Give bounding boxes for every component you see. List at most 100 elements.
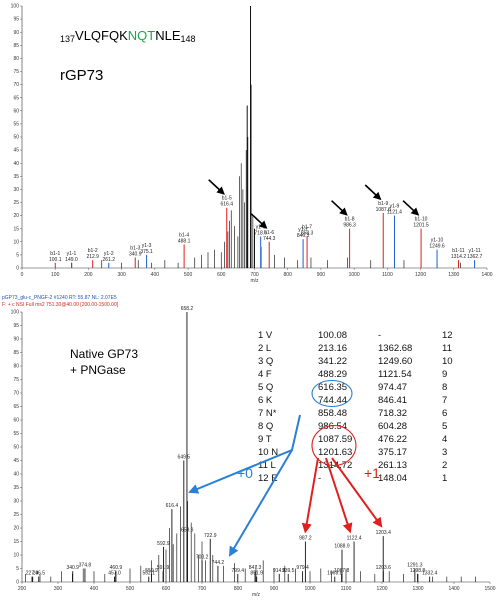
bottom-sample-label-2: + PNGase xyxy=(70,363,126,377)
bottom-y-tick-label: 0 xyxy=(16,580,19,586)
top-x-tick-label: 1300 xyxy=(448,272,459,278)
top-y-tick-label: 5 xyxy=(16,253,19,259)
top-peak-mz-label: 718.6 xyxy=(254,231,267,237)
top-ion-name-label: b1-4 xyxy=(179,232,189,238)
bottom-y-tick-label: 70 xyxy=(13,391,19,397)
top-x-tick-label: 100 xyxy=(51,272,60,278)
top-x-tick-label: 300 xyxy=(117,272,126,278)
fragment-table-cell: 9 T xyxy=(258,434,272,445)
top-ion-name-label: y1-9 xyxy=(390,204,400,210)
bottom-x-tick-label: 1300 xyxy=(412,586,423,592)
fragment-table-cell: 974.47 xyxy=(378,382,407,393)
top-peak-mz-label: 1201.5 xyxy=(413,223,429,229)
bottom-y-tick-label: 95 xyxy=(13,323,19,329)
top-y-tick-label: 0 xyxy=(16,266,19,272)
top-highlight-arrow xyxy=(250,213,268,229)
bottom-peak-mz-label: 722.9 xyxy=(204,533,217,539)
bottom-y-tick-label: 60 xyxy=(13,418,19,424)
top-x-tick-label: 900 xyxy=(317,272,326,278)
top-x-tick-label: 1100 xyxy=(382,272,393,278)
fragment-table-cell: 616.35 xyxy=(318,382,347,393)
bottom-peak-mz-label: 227.9 xyxy=(26,571,39,577)
fragment-table-cell: - xyxy=(378,330,381,341)
bottom-peak-mz-label: 979.4 xyxy=(296,565,309,571)
top-peak-mz-label: 1087.6 xyxy=(376,207,392,213)
fragment-table-cell: 6 xyxy=(442,408,447,419)
top-x-tick-label: 1200 xyxy=(415,272,426,278)
bottom-peak-mz-label: 1122.4 xyxy=(347,536,362,542)
blue-highlight-ellipse xyxy=(311,379,353,408)
bottom-peak-mz-label: 799.4 xyxy=(232,568,245,574)
top-ion-name-label: y1-11 xyxy=(469,248,481,254)
bottom-peak-mz-label: 374.8 xyxy=(79,563,92,569)
fragment-table-cell: 9 xyxy=(442,369,447,380)
top-y-tick-label: 95 xyxy=(13,17,19,23)
bottom-peak-mz-label: 559.9 xyxy=(145,568,158,574)
bottom-y-tick-label: 5 xyxy=(16,566,19,572)
top-ion-name-label: b1-9 xyxy=(378,201,388,207)
top-y-tick-label: 100 xyxy=(11,4,20,10)
bottom-y-tick-label: 100 xyxy=(11,310,20,316)
bottom-x-axis-label: m/z xyxy=(252,592,261,598)
bottom-peak-mz-label: 1087.8 xyxy=(334,568,350,574)
bottom-peak-mz-label: 340.9 xyxy=(66,565,79,571)
bottom-x-tick-label: 700 xyxy=(198,586,207,592)
top-ion-name-label: b1-3 xyxy=(130,246,140,252)
fragment-table-cell: 858.48 xyxy=(318,408,347,419)
fragment-table-cell: 488.29 xyxy=(318,369,347,380)
top-ion-name-label: y1-7 xyxy=(298,227,308,233)
bottom-y-tick-label: 90 xyxy=(13,337,19,343)
fragment-table-cell: 986.54 xyxy=(318,421,347,432)
top-x-tick-label: 800 xyxy=(284,272,293,278)
top-y-tick-label: 80 xyxy=(13,56,19,62)
bottom-y-tick-label: 80 xyxy=(13,364,19,370)
top-x-tick-label: 200 xyxy=(84,272,93,278)
bottom-peak-mz-label: 246.5 xyxy=(32,571,45,577)
bottom-y-tick-label: 20 xyxy=(13,526,19,532)
fragment-table-cell: 10 xyxy=(442,356,453,367)
bottom-y-tick-label: 10 xyxy=(13,553,19,559)
top-y-tick-label: 20 xyxy=(13,213,19,219)
fragment-table-cell: 1201.63 xyxy=(318,447,352,458)
fragment-table-cell: 7 N* xyxy=(258,408,277,419)
fragment-table-cell: 1362.68 xyxy=(378,343,412,354)
top-peak-mz-label: 261.2 xyxy=(102,257,115,263)
top-y-tick-label: 45 xyxy=(13,148,19,154)
red-shift-arrow-1 xyxy=(301,457,319,534)
bottom-header-line1: pGP73_glu-c_PNGF-2 #1240 RT: 55.87 NL: 2… xyxy=(2,295,117,301)
top-ion-name-label: b1-11 xyxy=(452,248,465,254)
fragment-table-cell: 718.32 xyxy=(378,408,407,419)
bottom-y-tick-label: 75 xyxy=(13,377,19,383)
top-y-tick-label: 10 xyxy=(13,239,19,245)
bottom-peak-mz-label: 939.5 xyxy=(282,568,295,574)
fragment-table-cell: 3 xyxy=(442,447,447,458)
bottom-x-tick-label: 800 xyxy=(234,586,243,592)
top-peak-mz-label: 616.4 xyxy=(220,202,233,208)
fragment-table-cell: 8 Q xyxy=(258,421,273,432)
bottom-peak-mz-label: 1332.4 xyxy=(422,571,438,577)
red-shift-arrow-2 xyxy=(325,457,353,534)
fragment-table-cell: 1249.60 xyxy=(378,356,412,367)
top-highlight-arrow xyxy=(208,179,225,195)
fragment-table-cell: 213.16 xyxy=(318,343,347,354)
top-y-tick-label: 90 xyxy=(13,30,19,36)
bottom-peak-mz-label: 1203.4 xyxy=(376,530,392,536)
top-x-tick-label: 400 xyxy=(151,272,160,278)
bottom-y-tick-label: 65 xyxy=(13,404,19,410)
bottom-x-tick-label: 1400 xyxy=(448,586,459,592)
bottom-peak-mz-label: 552.1 xyxy=(142,571,155,577)
top-peak-mz-label: 488.1 xyxy=(178,238,191,244)
fragment-table-cell: 3 Q xyxy=(258,356,273,367)
top-x-tick-label: 600 xyxy=(217,272,226,278)
fragment-table-cell: - xyxy=(318,473,321,484)
bottom-peak-mz-label: 1298.8 xyxy=(410,568,426,574)
bottom-peak-mz-label: 987.2 xyxy=(299,536,312,542)
top-y-tick-label: 50 xyxy=(13,135,19,141)
fragment-table-cell: 11 L xyxy=(258,460,276,471)
bottom-x-tick-label: 1000 xyxy=(304,586,315,592)
top-x-tick-label: 500 xyxy=(184,272,193,278)
top-y-tick-label: 55 xyxy=(13,122,19,128)
top-peak-mz-label: 1362.7 xyxy=(467,254,483,260)
top-highlight-arrow xyxy=(331,200,348,216)
bottom-peak-mz-label: 744.2 xyxy=(212,560,225,566)
